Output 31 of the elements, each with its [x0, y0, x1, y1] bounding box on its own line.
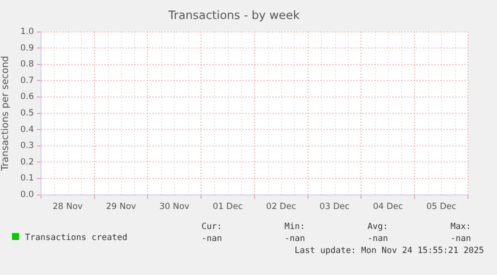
x-tick-label: 05 Dec — [426, 202, 457, 212]
x-tick-label: 04 Dec — [372, 202, 404, 212]
y-tick-label: 1.0 — [20, 27, 34, 38]
y-tick-label: 0.6 — [20, 92, 34, 102]
y-tick-label: 0.7 — [20, 76, 34, 86]
x-tick-label: 03 Dec — [320, 202, 350, 212]
text: Max: — [450, 222, 471, 232]
y-tick-label: 0.4 — [20, 124, 34, 135]
text: Avg: — [368, 222, 388, 232]
text: Min: — [284, 222, 305, 232]
y-tick-label: 0.9 — [20, 43, 34, 54]
text: Cur: — [202, 222, 222, 232]
text: -nan — [284, 234, 305, 244]
x-tick-label: 28 Nov — [52, 202, 83, 212]
x-tick-label: 30 Nov — [159, 202, 190, 212]
x-tick-label: 01 Dec — [212, 202, 244, 212]
text: -nan — [202, 234, 222, 244]
y-tick-label: 0.1 — [20, 174, 34, 184]
y-axis-title: Transactions per second — [0, 56, 12, 172]
y-tick-label: 0.0 — [20, 190, 34, 200]
x-tick-label: 29 Nov — [106, 202, 136, 212]
y-tick-label: 0.3 — [20, 141, 34, 152]
y-tick-label: 0.5 — [20, 108, 34, 119]
legend-label: Transactions created — [24, 233, 128, 243]
chart-title: Transactions - by week — [167, 8, 300, 22]
y-tick-label: 0.2 — [20, 157, 34, 168]
y-tick-label: 0.8 — [20, 60, 34, 70]
x-tick-label: 02 Dec — [266, 202, 296, 212]
text: -nan — [450, 234, 471, 244]
text: Last update: Mon Nov 24 15:55:21 2025 — [294, 246, 484, 256]
text: -nan — [368, 234, 388, 244]
